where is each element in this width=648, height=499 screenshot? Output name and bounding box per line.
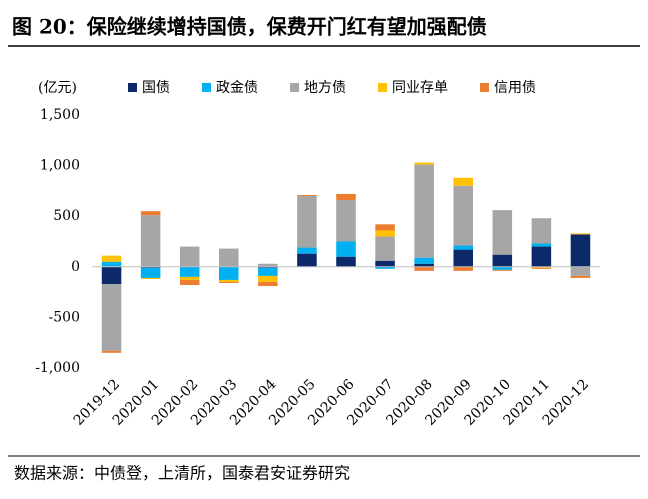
- bar-segment: [219, 266, 239, 280]
- bar-segment: [336, 200, 356, 242]
- bar-segment: [101, 266, 122, 285]
- bar-segment: [414, 164, 434, 258]
- bar-segment: [375, 236, 395, 261]
- bar-segment: [492, 254, 513, 267]
- bar-segment: [531, 218, 552, 244]
- bar-segment: [179, 276, 200, 280]
- chart-title: 图 20：保险继续增持国债，保费开门红有望加强配债: [12, 15, 487, 39]
- bar-segment: [531, 267, 552, 269]
- bar-segment: [336, 241, 356, 257]
- bar-segment: [101, 350, 122, 353]
- bar-segment: [297, 194, 317, 196]
- legend-label: 信用债: [494, 80, 536, 96]
- bar-segment: [336, 193, 356, 201]
- bar-segment: [570, 275, 591, 278]
- bar-segment: [375, 224, 395, 231]
- legend-swatch: [480, 83, 489, 92]
- bar-segment: [531, 266, 552, 268]
- bar-segment: [258, 263, 278, 267]
- legend-swatch: [290, 83, 299, 92]
- bar-segment: [375, 266, 395, 269]
- bar-segment: [453, 185, 473, 246]
- bar-segment: [453, 249, 473, 267]
- bar-segment: [375, 260, 395, 267]
- legend-label: 国债: [142, 80, 170, 96]
- bar-segment: [140, 266, 161, 268]
- bar-segment: [570, 266, 591, 276]
- bar-segment: [492, 266, 513, 270]
- bar-segment: [258, 275, 278, 282]
- y-tick-label: 1,000: [40, 158, 80, 174]
- bar-segment: [140, 211, 161, 216]
- bar-segment: [258, 281, 278, 287]
- bar-segment: [219, 248, 239, 267]
- bar-segment: [570, 234, 591, 267]
- bar-segment: [140, 215, 161, 267]
- bar-segment: [297, 247, 317, 254]
- legend-swatch: [202, 83, 211, 92]
- bar-segment: [453, 177, 473, 186]
- bar-segment: [336, 256, 356, 267]
- bar-segment: [492, 269, 513, 271]
- bar-segment: [414, 266, 434, 271]
- bar-segment: [531, 243, 552, 247]
- bar-segment: [258, 266, 278, 268]
- legend-label: 同业存单: [392, 80, 448, 96]
- bar-segment: [531, 246, 552, 267]
- bar-segment: [453, 245, 473, 250]
- bar-segment: [414, 257, 434, 264]
- bar-segment: [297, 195, 317, 248]
- bar-segment: [453, 266, 473, 271]
- bar-segment: [570, 233, 591, 235]
- bar-segment: [414, 263, 434, 267]
- legend-swatch: [378, 83, 387, 92]
- bar-segment: [297, 253, 317, 267]
- bar-segment: [258, 267, 278, 276]
- y-tick-label: -1,000: [35, 360, 80, 376]
- bar-segment: [219, 279, 239, 282]
- bar-segment: [179, 266, 200, 277]
- bar-segment: [179, 279, 200, 286]
- source: 数据来源：中债登，上清所，国泰君安证券研究: [14, 464, 350, 483]
- bar-segment: [101, 261, 122, 267]
- legend-label: 政金债: [216, 80, 258, 96]
- bar-segment: [101, 284, 122, 351]
- y-tick-label: 0: [71, 259, 80, 275]
- bar-segment: [140, 267, 161, 278]
- y-tick-label: 1,500: [40, 107, 80, 123]
- legend-swatch: [128, 83, 137, 92]
- bar-segment: [375, 230, 395, 237]
- bar-segment: [414, 162, 434, 165]
- bar-segment: [179, 246, 200, 267]
- bar-segment: [492, 210, 513, 255]
- y-axis-label: (亿元): [38, 80, 77, 96]
- bar-segment: [101, 255, 122, 262]
- bar-segment: [219, 281, 239, 283]
- y-tick-label: 500: [53, 208, 80, 224]
- bar-segment: [140, 277, 161, 279]
- legend-label: 地方债: [304, 80, 346, 96]
- y-tick-label: -500: [49, 309, 80, 325]
